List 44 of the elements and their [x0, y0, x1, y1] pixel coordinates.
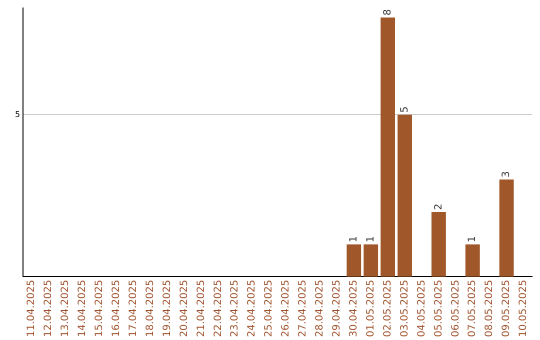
data-label: 1 — [365, 236, 376, 242]
data-label: 5 — [399, 106, 410, 113]
bar — [431, 212, 446, 277]
x-tick-label: 18.04.2025 — [144, 280, 156, 338]
x-tick-label: 24.04.2025 — [246, 280, 258, 338]
x-tick-label: 07.05.2025 — [467, 280, 478, 338]
bar — [499, 180, 514, 277]
x-tick-label: 17.04.2025 — [128, 280, 139, 338]
x-tick-label: 20.04.2025 — [178, 280, 190, 338]
x-tick-label: 09.05.2025 — [501, 280, 512, 338]
x-tick-label: 16.04.2025 — [110, 280, 122, 338]
data-label: 2 — [433, 204, 444, 210]
x-tick-label: 13.04.2025 — [60, 280, 72, 338]
x-tick-label: 25.04.2025 — [264, 280, 275, 338]
x-tick-label: 23.04.2025 — [230, 280, 241, 338]
x-tick-label: 19.04.2025 — [162, 280, 173, 338]
data-label: 1 — [467, 236, 478, 242]
x-tick-label: 26.04.2025 — [280, 280, 292, 338]
x-tick-label: 10.05.2025 — [518, 280, 530, 338]
bar — [380, 18, 396, 277]
data-label: 8 — [382, 9, 394, 16]
x-tick-label: 21.04.2025 — [196, 280, 207, 338]
x-tick-label: 14.04.2025 — [77, 280, 88, 338]
bar — [364, 244, 378, 277]
bar — [465, 244, 480, 277]
x-tick-label: 03.05.2025 — [399, 280, 410, 338]
data-label: 3 — [501, 171, 512, 178]
bar — [398, 114, 412, 277]
x-tick-label: 12.04.2025 — [43, 280, 54, 338]
x-tick-label: 27.04.2025 — [298, 280, 309, 338]
x-tick-label: 01.05.2025 — [365, 280, 376, 338]
x-tick-label: 02.05.2025 — [382, 280, 394, 338]
bar — [346, 244, 362, 277]
x-tick-label: 08.05.2025 — [484, 280, 496, 338]
x-tick-label: 22.04.2025 — [212, 280, 224, 338]
x-tick-label: 11.04.2025 — [26, 280, 38, 338]
x-tick-label: 28.04.2025 — [314, 280, 326, 338]
x-tick-label: 29.04.2025 — [332, 280, 343, 338]
x-tick-label: 05.05.2025 — [433, 280, 444, 338]
data-label: 1 — [348, 236, 360, 242]
x-tick-label: 04.05.2025 — [416, 280, 428, 338]
x-tick-label: 06.05.2025 — [450, 280, 462, 338]
x-tick-label: 30.04.2025 — [348, 280, 360, 338]
x-tick-label: 15.04.2025 — [94, 280, 106, 338]
